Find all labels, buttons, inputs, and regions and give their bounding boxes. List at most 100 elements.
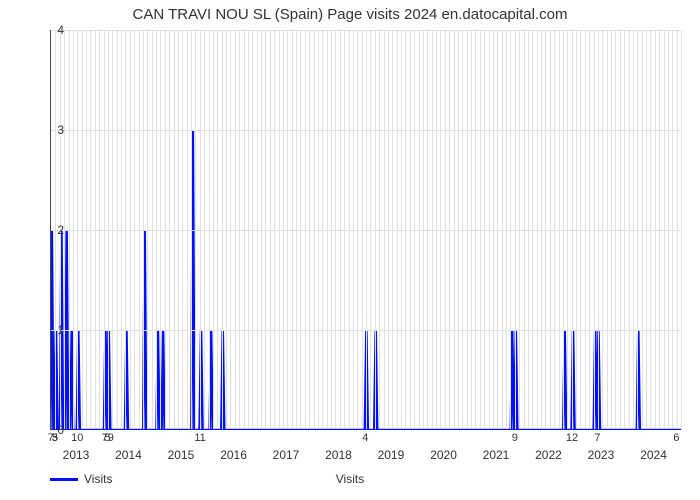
v-gridline — [174, 30, 175, 429]
y-tick-label: 4 — [34, 23, 64, 37]
v-gridline — [165, 30, 166, 429]
chart-title: CAN TRAVI NOU SL (Spain) Page visits 202… — [0, 6, 700, 23]
v-gridline — [73, 30, 74, 429]
v-gridline — [292, 30, 293, 429]
v-gridline — [489, 30, 490, 429]
event-day-label: 7 — [594, 432, 600, 444]
v-gridline — [375, 30, 376, 429]
v-gridline — [265, 30, 266, 429]
year-tick-label: 2022 — [535, 448, 562, 462]
v-gridline — [305, 30, 306, 429]
v-gridline — [532, 30, 533, 429]
v-gridline — [502, 30, 503, 429]
year-tick-label: 2015 — [168, 448, 195, 462]
v-gridline — [646, 30, 647, 429]
v-gridline — [611, 30, 612, 429]
v-gridline — [541, 30, 542, 429]
v-gridline — [244, 30, 245, 429]
v-gridline — [195, 30, 196, 429]
y-tick-label: 3 — [34, 123, 64, 137]
v-gridline — [550, 30, 551, 429]
v-gridline — [602, 30, 603, 429]
v-gridline — [462, 30, 463, 429]
v-gridline — [331, 30, 332, 429]
v-gridline — [655, 30, 656, 429]
v-gridline — [672, 30, 673, 429]
v-gridline — [392, 30, 393, 429]
v-gridline — [187, 30, 188, 429]
v-gridline — [134, 30, 135, 429]
v-gridline — [274, 30, 275, 429]
v-gridline — [545, 30, 546, 429]
v-gridline — [432, 30, 433, 429]
event-day-label: 6 — [673, 432, 679, 444]
year-tick-label: 2016 — [220, 448, 247, 462]
v-gridline — [475, 30, 476, 429]
v-gridline — [524, 30, 525, 429]
chart-frame: CAN TRAVI NOU SL (Spain) Page visits 202… — [0, 0, 700, 500]
v-gridline — [283, 30, 284, 429]
v-gridline — [209, 30, 210, 429]
v-gridline — [572, 30, 573, 429]
v-gridline — [217, 30, 218, 429]
v-gridline — [664, 30, 665, 429]
year-tick-label: 2024 — [640, 448, 667, 462]
v-gridline — [537, 30, 538, 429]
v-gridline — [104, 30, 105, 429]
v-gridline — [344, 30, 345, 429]
v-gridline — [353, 30, 354, 429]
v-gridline — [677, 30, 678, 429]
v-gridline — [615, 30, 616, 429]
year-tick-label: 2019 — [378, 448, 405, 462]
v-gridline — [681, 30, 682, 429]
v-gridline — [563, 30, 564, 429]
v-gridline — [388, 30, 389, 429]
v-gridline — [497, 30, 498, 429]
v-gridline — [458, 30, 459, 429]
v-gridline — [309, 30, 310, 429]
v-gridline — [637, 30, 638, 429]
v-gridline — [213, 30, 214, 429]
v-gridline — [125, 30, 126, 429]
y-tick-label: 2 — [34, 223, 64, 237]
v-gridline — [362, 30, 363, 429]
v-gridline — [252, 30, 253, 429]
v-gridline — [528, 30, 529, 429]
v-gridline — [222, 30, 223, 429]
v-gridline — [117, 30, 118, 429]
v-gridline — [410, 30, 411, 429]
event-day-label: 79 — [102, 432, 114, 444]
v-gridline — [90, 30, 91, 429]
v-gridline — [480, 30, 481, 429]
v-gridline — [471, 30, 472, 429]
v-gridline — [484, 30, 485, 429]
year-tick-label: 2018 — [325, 448, 352, 462]
v-gridline — [357, 30, 358, 429]
v-gridline — [427, 30, 428, 429]
v-gridline — [585, 30, 586, 429]
v-gridline — [200, 30, 201, 429]
v-gridline — [419, 30, 420, 429]
v-gridline — [379, 30, 380, 429]
v-gridline — [182, 30, 183, 429]
v-gridline — [589, 30, 590, 429]
v-gridline — [624, 30, 625, 429]
v-gridline — [629, 30, 630, 429]
v-gridline — [620, 30, 621, 429]
v-gridline — [152, 30, 153, 429]
v-gridline — [160, 30, 161, 429]
v-gridline — [86, 30, 87, 429]
v-gridline — [650, 30, 651, 429]
v-gridline — [454, 30, 455, 429]
v-gridline — [108, 30, 109, 429]
v-gridline — [327, 30, 328, 429]
v-gridline — [580, 30, 581, 429]
v-gridline — [156, 30, 157, 429]
v-gridline — [235, 30, 236, 429]
v-gridline — [384, 30, 385, 429]
v-gridline — [559, 30, 560, 429]
v-gridline — [69, 30, 70, 429]
v-gridline — [598, 30, 599, 429]
v-gridline — [239, 30, 240, 429]
v-gridline — [397, 30, 398, 429]
